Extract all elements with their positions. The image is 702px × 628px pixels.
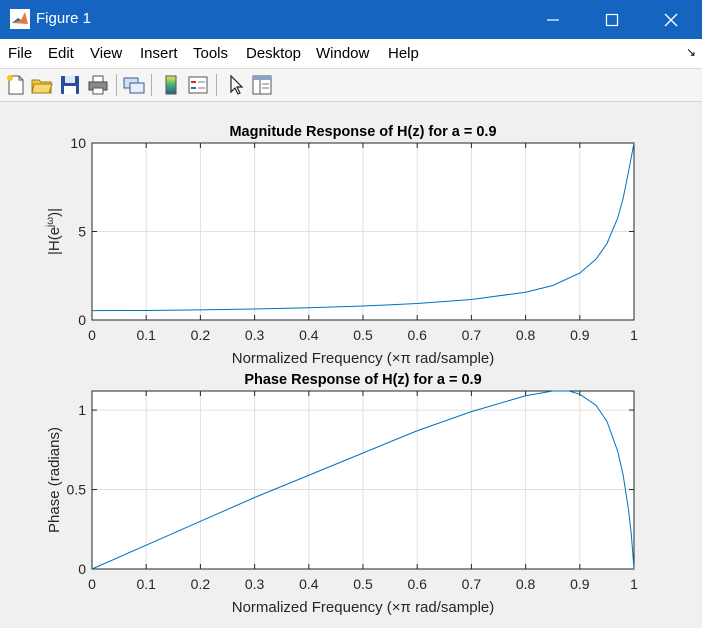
x-tick-label: 0.3 (245, 576, 265, 592)
close-icon (664, 13, 678, 26)
y-axis-label: Phase (radians) (46, 427, 63, 533)
save-icon[interactable] (58, 73, 82, 97)
print-icon[interactable] (86, 73, 110, 97)
x-tick-label: 0.5 (353, 327, 373, 343)
series-line (91, 142, 635, 312)
maximize-button[interactable] (589, 0, 635, 39)
menu-file[interactable]: File (8, 45, 33, 62)
x-axis-label: Normalized Frequency (×π rad/sample) (232, 599, 495, 616)
menu-help[interactable]: Help (388, 45, 419, 62)
minimize-button[interactable] (530, 0, 576, 39)
x-tick-label: 0.3 (245, 327, 265, 343)
axes-box (91, 142, 635, 321)
dock-arrow-icon[interactable]: ↘ (685, 45, 696, 59)
maximize-icon (605, 13, 619, 26)
chart-title: Magnitude Response of H(z) for a = 0.9 (229, 124, 496, 140)
edit-plot-icon[interactable] (224, 73, 248, 97)
window-titlebar: Figure 1 (0, 0, 702, 39)
open-file-icon[interactable] (30, 73, 54, 97)
legend-icon[interactable] (186, 73, 210, 97)
x-tick-label: 0.4 (299, 327, 319, 343)
chart-2: 0 0.1 0.2 0.3 0.4 0.5 0.6 0.7 0.8 0.9 1 0 0.5 1 Phase … (46, 372, 638, 616)
chart-1: 0 0.1 0.2 0.3 0.4 0.5 0.6 0.7 0.8 0.9 10510Magnitu… (45, 124, 638, 367)
x-tick-label: 0 (88, 327, 96, 343)
menu-desktop[interactable]: Desktop (246, 45, 302, 62)
colorbar-icon[interactable] (159, 73, 183, 97)
minimize-icon (547, 18, 559, 21)
axes-box (91, 390, 635, 570)
y-tick-label: 0 (78, 312, 86, 328)
x-tick-label: 0 (88, 576, 96, 592)
window-title: Figure 1 (36, 10, 92, 27)
x-tick-label: 1 (630, 327, 638, 343)
x-tick-label: 0.8 (516, 576, 536, 592)
x-tick-label: 0.7 (462, 327, 482, 343)
x-tick-label: 0.6 (407, 576, 427, 592)
menu-tools[interactable]: Tools (193, 45, 229, 62)
menu-bar: File Edit View Insert Tools Desktop Wind… (0, 39, 702, 69)
x-tick-label: 0.5 (353, 576, 373, 592)
series-line (91, 390, 635, 570)
link-plot-icon[interactable] (122, 73, 146, 97)
figure-canvas: 0 0.1 0.2 0.3 0.4 0.5 0.6 0.7 0.8 0.9 10510Magnitu… (45, 124, 638, 616)
chart-title: Phase Response of H(z) for a = 0.9 (244, 372, 481, 388)
y-tick-label: 10 (70, 135, 86, 151)
y-tick-label: 5 (78, 224, 86, 240)
x-tick-label: 1 (630, 576, 638, 592)
x-tick-label: 0.2 (191, 576, 211, 592)
y-tick-label: 1 (78, 402, 86, 418)
x-tick-label: 0.9 (570, 576, 590, 592)
y-tick-label: 0 (78, 561, 86, 577)
close-button[interactable] (648, 0, 694, 39)
matlab-logo-icon (10, 9, 30, 29)
y-tick-label: 0.5 (67, 482, 87, 498)
x-tick-label: 0.4 (299, 576, 319, 592)
y-axis-label: |H(ejω)| (45, 208, 63, 255)
toolbar-separator (116, 74, 117, 96)
property-inspector-icon[interactable] (250, 73, 274, 97)
menu-insert[interactable]: Insert (140, 45, 178, 62)
x-tick-label: 0.2 (191, 327, 211, 343)
menu-window[interactable]: Window (316, 45, 370, 62)
menu-view[interactable]: View (90, 45, 123, 62)
toolbar-separator (151, 74, 152, 96)
x-tick-label: 0.9 (570, 327, 590, 343)
x-tick-label: 0.7 (462, 576, 482, 592)
x-tick-label: 0.6 (407, 327, 427, 343)
toolbar (0, 69, 702, 102)
x-tick-label: 0.1 (136, 576, 156, 592)
menu-edit[interactable]: Edit (48, 45, 74, 62)
x-axis-label: Normalized Frequency (×π rad/sample) (232, 350, 495, 367)
x-tick-label: 0.1 (136, 327, 156, 343)
new-figure-icon[interactable] (4, 73, 28, 97)
toolbar-separator (216, 74, 217, 96)
x-tick-label: 0.8 (516, 327, 536, 343)
